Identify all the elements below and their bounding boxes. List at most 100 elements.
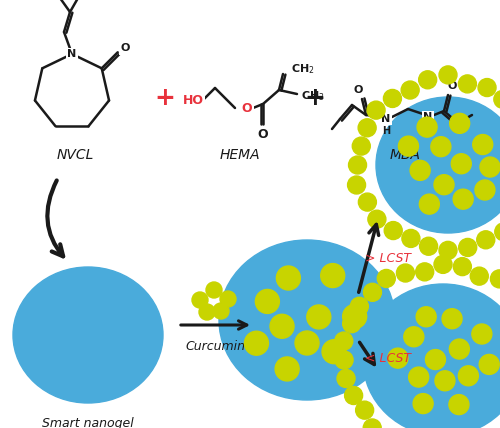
Circle shape <box>378 270 396 288</box>
Circle shape <box>404 327 424 347</box>
Circle shape <box>439 241 457 259</box>
Circle shape <box>396 264 414 282</box>
Text: HEMA: HEMA <box>220 148 260 162</box>
Circle shape <box>453 189 473 209</box>
Circle shape <box>472 324 492 344</box>
Text: CH$_2$: CH$_2$ <box>291 62 314 76</box>
Circle shape <box>335 351 353 369</box>
Circle shape <box>388 348 408 368</box>
Text: HO: HO <box>182 93 204 107</box>
Circle shape <box>363 419 381 428</box>
Circle shape <box>350 297 368 315</box>
Text: Curcumin: Curcumin <box>185 339 245 353</box>
Circle shape <box>199 304 215 320</box>
Circle shape <box>470 267 488 285</box>
Circle shape <box>322 340 346 364</box>
Circle shape <box>434 175 454 195</box>
Circle shape <box>434 256 452 273</box>
Text: > LCST: > LCST <box>365 252 411 265</box>
Circle shape <box>477 231 495 249</box>
Circle shape <box>352 137 370 155</box>
Circle shape <box>256 289 280 313</box>
Circle shape <box>398 136 418 156</box>
Circle shape <box>276 266 300 290</box>
Circle shape <box>495 223 500 241</box>
Circle shape <box>458 238 476 256</box>
Circle shape <box>420 194 440 214</box>
Circle shape <box>337 369 355 387</box>
Text: MBA: MBA <box>390 148 420 162</box>
Circle shape <box>384 222 402 240</box>
Circle shape <box>416 263 434 281</box>
Circle shape <box>348 176 366 194</box>
Text: CH$_3$: CH$_3$ <box>301 89 325 103</box>
Circle shape <box>220 291 236 307</box>
Circle shape <box>418 71 436 89</box>
Text: O: O <box>120 43 130 54</box>
Circle shape <box>270 314 294 338</box>
Ellipse shape <box>219 240 395 400</box>
Circle shape <box>452 154 471 174</box>
Circle shape <box>450 113 469 134</box>
Circle shape <box>244 331 268 355</box>
Circle shape <box>442 309 462 329</box>
Circle shape <box>213 303 229 319</box>
Circle shape <box>458 366 478 386</box>
Circle shape <box>358 119 376 137</box>
Circle shape <box>364 283 382 301</box>
Ellipse shape <box>376 97 500 233</box>
Circle shape <box>426 350 446 369</box>
Circle shape <box>368 210 386 228</box>
Circle shape <box>275 357 299 381</box>
Circle shape <box>384 89 402 107</box>
Circle shape <box>420 237 438 255</box>
Text: H: H <box>382 126 390 136</box>
Circle shape <box>454 258 471 276</box>
Circle shape <box>450 339 469 359</box>
Text: +: + <box>304 86 326 110</box>
Text: O: O <box>448 81 456 91</box>
Circle shape <box>435 371 455 391</box>
Text: O: O <box>258 128 268 140</box>
Text: < LCST: < LCST <box>365 351 411 365</box>
Ellipse shape <box>13 267 163 403</box>
Circle shape <box>408 367 428 387</box>
Circle shape <box>458 75 476 93</box>
Circle shape <box>356 401 374 419</box>
Circle shape <box>320 264 344 288</box>
Circle shape <box>472 134 492 155</box>
Text: O: O <box>354 85 362 95</box>
Text: NVCL: NVCL <box>56 148 94 162</box>
Circle shape <box>478 78 496 97</box>
Circle shape <box>402 229 420 247</box>
Circle shape <box>358 193 376 211</box>
Circle shape <box>307 305 331 329</box>
Text: H: H <box>424 124 432 134</box>
Circle shape <box>344 386 362 404</box>
Circle shape <box>342 304 366 328</box>
Text: O: O <box>242 101 252 115</box>
Text: N: N <box>68 49 76 59</box>
Circle shape <box>401 81 419 99</box>
Circle shape <box>449 395 469 415</box>
Circle shape <box>342 315 360 333</box>
Text: N: N <box>382 114 390 124</box>
Circle shape <box>494 90 500 108</box>
Circle shape <box>335 332 353 350</box>
Circle shape <box>490 270 500 288</box>
Circle shape <box>439 66 457 84</box>
Circle shape <box>410 160 430 180</box>
Circle shape <box>417 117 437 137</box>
Circle shape <box>431 137 451 157</box>
Ellipse shape <box>363 284 500 428</box>
Text: Smart nanogel: Smart nanogel <box>42 416 134 428</box>
Text: N: N <box>424 112 432 122</box>
Circle shape <box>475 180 495 200</box>
Circle shape <box>413 394 433 413</box>
Circle shape <box>206 282 222 298</box>
Circle shape <box>367 101 385 119</box>
Text: +: + <box>154 86 176 110</box>
Circle shape <box>416 307 436 327</box>
Circle shape <box>348 156 366 174</box>
Circle shape <box>479 354 499 374</box>
